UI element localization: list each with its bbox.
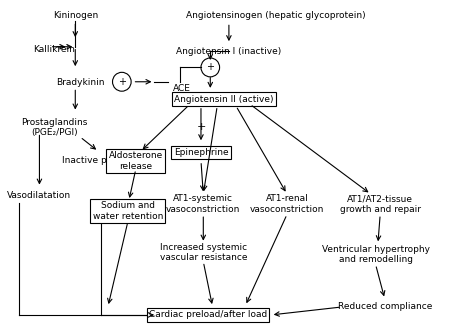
- Text: Angiotensinogen (hepatic glycoprotein): Angiotensinogen (hepatic glycoprotein): [186, 11, 365, 20]
- Text: +: +: [118, 77, 126, 87]
- Text: Kallikrein: Kallikrein: [33, 45, 75, 54]
- Text: Sodium and
water retention: Sodium and water retention: [93, 201, 163, 220]
- Text: AT1-systemic
vasoconstriction: AT1-systemic vasoconstriction: [166, 195, 240, 214]
- Text: Vasodilatation: Vasodilatation: [8, 191, 72, 200]
- Text: Ventricular hypertrophy
and remodelling: Ventricular hypertrophy and remodelling: [321, 245, 429, 264]
- Text: Increased systemic
vascular resistance: Increased systemic vascular resistance: [160, 243, 247, 262]
- Text: Cardiac preload/after load: Cardiac preload/after load: [149, 311, 267, 320]
- Text: Reduced compliance: Reduced compliance: [337, 303, 432, 312]
- Text: AT1/AT2-tissue
growth and repair: AT1/AT2-tissue growth and repair: [340, 195, 421, 214]
- Text: +: +: [196, 123, 206, 132]
- Text: Prostaglandins
(PGE₂/PGI): Prostaglandins (PGE₂/PGI): [21, 118, 88, 137]
- Text: Angiotensin II (active): Angiotensin II (active): [174, 94, 274, 104]
- Text: AT1-renal
vasoconstriction: AT1-renal vasoconstriction: [250, 195, 324, 214]
- Text: +: +: [206, 62, 214, 72]
- Text: ACE: ACE: [173, 84, 191, 92]
- Text: Kininogen: Kininogen: [53, 11, 98, 20]
- Text: Bradykinin: Bradykinin: [55, 78, 104, 87]
- Text: Epinephrine: Epinephrine: [173, 148, 228, 157]
- Text: Inactive peptide: Inactive peptide: [62, 156, 136, 165]
- Text: Angiotensin I (inactive): Angiotensin I (inactive): [176, 47, 282, 56]
- Text: Aldosterone
release: Aldosterone release: [109, 151, 163, 171]
